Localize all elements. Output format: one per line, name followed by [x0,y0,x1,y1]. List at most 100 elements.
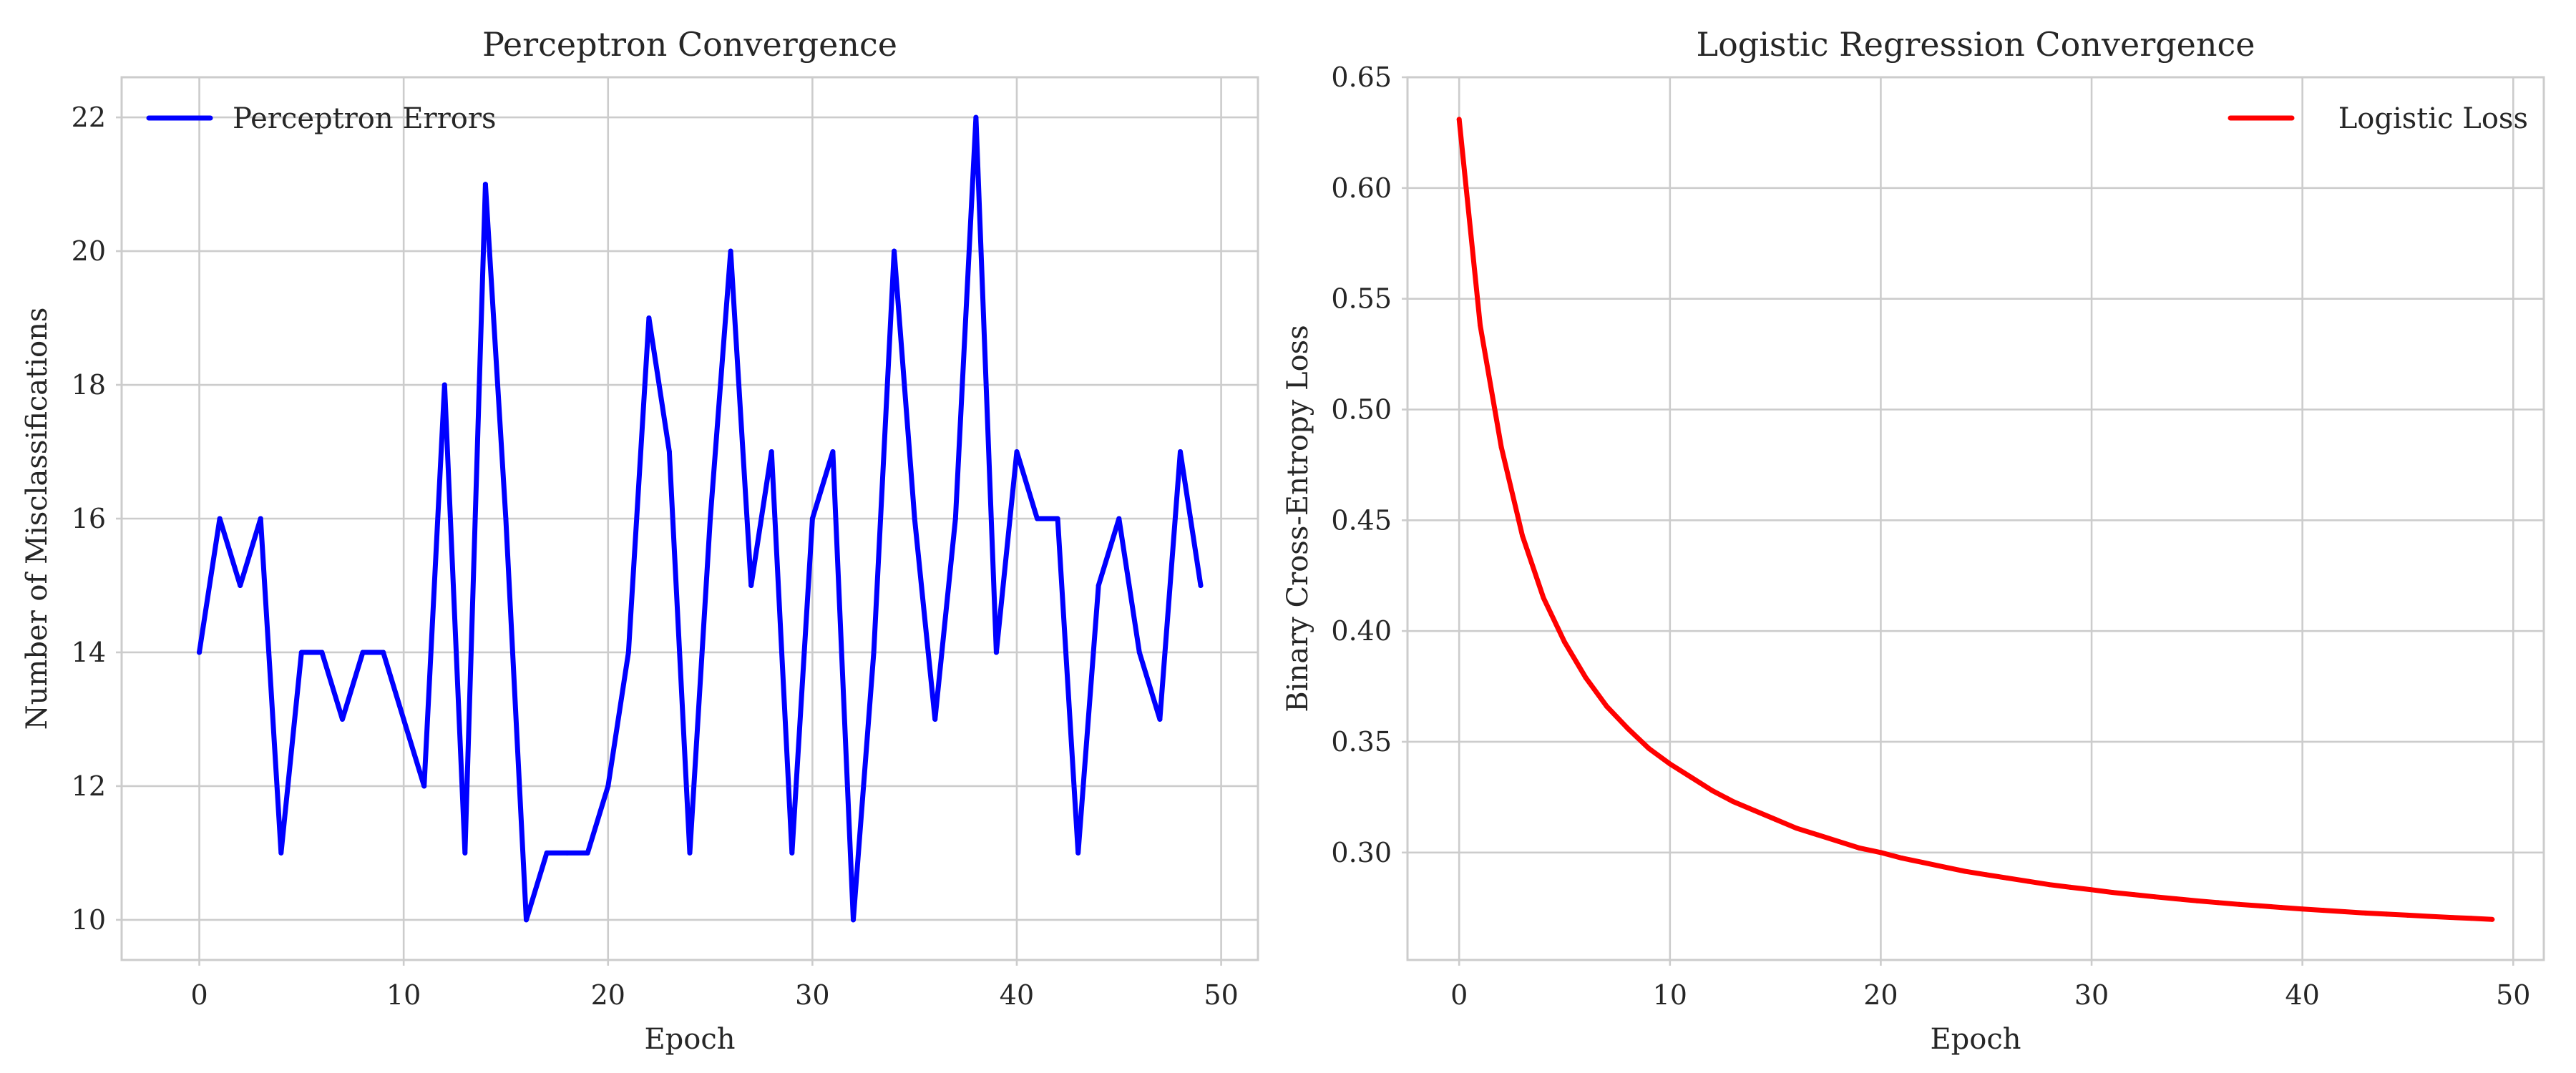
data-point [1035,516,1040,521]
data-point [1541,595,1546,601]
x-axis-label: Epoch [644,1023,735,1056]
data-point [1116,516,1122,521]
data-point [687,850,693,856]
data-point [1772,816,1778,822]
data-point [2321,908,2326,913]
data-point [1177,449,1183,455]
data-point [1561,640,1567,645]
data-point [769,449,774,455]
y-tick-label: 10 [72,904,106,936]
data-point [646,315,652,321]
data-point [1667,761,1673,767]
x-tick-label: 30 [795,979,829,1011]
data-point [1520,533,1526,539]
x-tick-label: 30 [2074,979,2109,1011]
data-point [1075,850,1081,856]
data-point [1583,675,1589,680]
data-point [2004,875,2010,881]
data-point [871,650,877,655]
plot-frame [1406,76,2545,961]
x-tick-label: 10 [386,979,421,1011]
data-point [1157,716,1163,722]
data-point [1815,832,1820,838]
y-tick-label: 22 [72,102,106,133]
y-tick-label: 12 [72,770,106,802]
data-point [1984,872,1989,878]
data-point [2489,916,2495,922]
data-point [2152,894,2157,900]
data-point [441,382,447,388]
y-tick-label: 16 [72,503,106,534]
data-point [952,516,958,521]
x-tick-label: 50 [2496,979,2530,1011]
data-point [605,783,611,789]
x-tick-label: 40 [2285,979,2319,1011]
data-point [1604,703,1609,709]
data-point [482,182,488,187]
data-point [462,850,468,856]
data-point [565,850,570,856]
data-point [1014,449,1020,455]
data-point [217,516,223,521]
data-point [2447,915,2453,921]
data-point [2426,913,2431,919]
y-tick-label: 18 [72,369,106,401]
x-tick-label: 0 [190,979,208,1011]
y-tick-label: 20 [72,235,106,267]
y-tick-label: 0.45 [1331,504,1392,536]
data-point [912,516,917,521]
data-point [1730,799,1736,805]
data-point [319,650,325,655]
data-point [2236,901,2242,907]
chart-panel-1: 0 10 20 30 40 50 10 12 14 16 18 20 22 Perceptron Conv… [21,25,1259,1056]
data-point [1456,117,1462,122]
data-point [789,850,795,856]
data-point [666,449,672,455]
data-point [1899,856,1905,861]
y-axis-label: Binary Cross-Entropy Loss [1282,325,1314,712]
y-tick-label: 0.30 [1331,837,1392,868]
data-point [381,650,386,655]
data-point [1709,788,1715,793]
x-tick-label: 50 [1204,979,1238,1011]
y-tick-label: 0.65 [1331,62,1392,93]
y-tick-label: 0.40 [1331,615,1392,647]
data-point [973,114,979,120]
x-tick-label: 10 [1653,979,1687,1011]
data-point [1941,864,1947,870]
y-tick-label: 0.55 [1331,283,1392,315]
series-line-1 [197,114,1204,923]
data-point [2046,882,2052,888]
series-line-1 [1456,117,2495,922]
x-tick-label: 0 [1450,979,1468,1011]
legend: Logistic Loss [2228,102,2528,135]
y-axis-label: Number of Misclassifications [21,308,54,730]
y-tick-label: 0.35 [1331,726,1392,758]
data-point [2363,910,2368,916]
x-tick-label: 20 [591,979,625,1011]
data-point [2110,890,2116,896]
y-tick-label: 0.50 [1331,393,1392,425]
data-point [298,650,304,655]
data-point [625,650,631,655]
data-point [2068,884,2074,890]
legend: Perceptron Errors [146,102,497,135]
data-point [339,716,345,722]
data-point [1857,846,1863,851]
data-point [1794,825,1800,831]
data-point [2215,900,2221,906]
chart-title: Perceptron Convergence [482,25,897,64]
data-point [1055,516,1060,521]
data-point [197,650,203,655]
data-point [2194,898,2200,903]
y-tick-label: 14 [72,637,106,668]
data-point [2258,903,2263,908]
data-point [258,516,263,521]
data-point [421,783,427,789]
data-point [2342,908,2348,914]
data-point [993,650,999,655]
data-point [360,650,366,655]
data-point [401,716,406,722]
data-point [932,716,938,722]
